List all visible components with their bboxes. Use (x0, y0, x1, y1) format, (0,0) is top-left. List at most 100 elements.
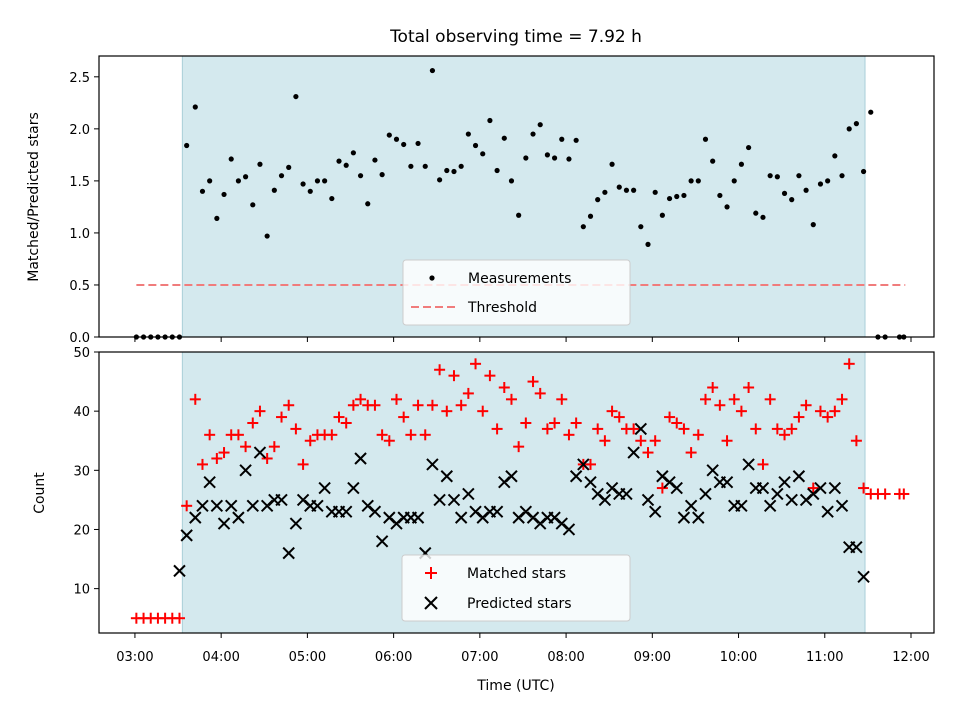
top-y-axis: 0.0 0.5 1.0 1.5 2.0 2.5 (69, 71, 99, 346)
x-axis-label: Time (UTC) (476, 678, 554, 694)
measurement-point (451, 168, 457, 175)
predicted-star-point (735, 499, 748, 513)
measurement-point (817, 181, 824, 187)
matched-star-point (283, 399, 295, 411)
predicted-star-point (792, 470, 806, 483)
measurement-point (623, 187, 630, 193)
measurement-point (839, 173, 845, 179)
top-y-tick-label: 1.0 (69, 227, 90, 242)
predicted-star-point (440, 470, 454, 483)
bottom-y-tick-label: 20 (73, 523, 90, 538)
bottom-plot-frame (98, 351, 935, 634)
matched-star-point (434, 364, 446, 376)
matched-star-point (491, 423, 503, 435)
predicted-star-point (706, 464, 719, 477)
bottom-y-axis-label: Count (32, 472, 48, 514)
x-tick-label: 11:00 (806, 650, 843, 665)
matched-star-point (664, 411, 676, 423)
measurement-point (422, 163, 428, 169)
matched-star-point (455, 399, 467, 411)
matched-star-point (541, 423, 553, 435)
predicted-star-point (835, 499, 849, 513)
measurement-point (350, 150, 356, 156)
predicted-star-point (368, 505, 382, 518)
measurement-point (810, 222, 816, 228)
matched-star-point (297, 458, 309, 470)
measurement-point (372, 157, 378, 163)
bottom-legend-box (401, 554, 631, 622)
measurement-point (523, 155, 529, 161)
predicted-star-point (785, 493, 798, 507)
measurement-point (796, 173, 802, 179)
matched-star-point (196, 458, 208, 470)
matched-star-point (383, 435, 395, 447)
matched-star-point (326, 429, 338, 441)
measurement-point (250, 202, 256, 208)
measurement-point (508, 178, 515, 184)
predicted-star-point (720, 475, 734, 489)
matched-star-point (606, 405, 618, 417)
measurement-point (544, 152, 550, 158)
predicted-star-point (318, 481, 331, 495)
bottom-y-tick-label: 50 (73, 346, 90, 361)
matched-star-point (505, 393, 517, 405)
measurement-point (329, 195, 335, 202)
predicted-star-point (742, 458, 755, 471)
predicted-star-point (347, 481, 360, 495)
bottom-y-tick-label: 40 (73, 405, 90, 420)
x-tick-label: 04:00 (202, 650, 239, 665)
x-tick-label: 03:00 (116, 650, 153, 665)
predicted-star-point (562, 523, 576, 536)
measurement-point (472, 142, 479, 149)
measurement-point (184, 142, 190, 149)
measurement-point (307, 188, 313, 194)
measurement-point (444, 167, 450, 174)
matched-star-point (699, 393, 711, 405)
predicted-star-point (778, 475, 791, 489)
matched-star-point (462, 387, 474, 399)
matched-star-point (340, 417, 352, 429)
matched-star-point (534, 387, 546, 399)
legend-marker-measurements (429, 275, 435, 281)
measurement-point (753, 210, 759, 216)
measurement-point (738, 161, 745, 167)
matched-star-point (261, 452, 273, 464)
predicted-star-point (289, 517, 303, 530)
measurement-point (199, 188, 206, 194)
measurement-point (278, 173, 285, 179)
matched-star-point (441, 405, 453, 417)
matched-star-point (685, 447, 697, 459)
matched-star-point (419, 429, 431, 441)
matched-star-point (779, 429, 791, 441)
measurement-point (846, 126, 852, 132)
predicted-star-point (426, 458, 439, 471)
matched-star-point (498, 381, 510, 393)
predicted-star-point (282, 546, 295, 560)
matched-star-point (735, 405, 747, 417)
matched-star-point (656, 482, 668, 494)
measurement-point (688, 178, 694, 184)
predicted-star-point (814, 481, 827, 495)
measurement-point (659, 212, 665, 218)
matched-star-point (376, 429, 388, 441)
measurement-point (516, 212, 522, 218)
predicted-star-point (505, 470, 518, 483)
predicted-star-point (684, 499, 698, 513)
bottom-y-axis: 10 20 30 40 50 (73, 346, 99, 598)
predicted-star-point (857, 570, 870, 584)
matched-star-point (678, 423, 690, 435)
measurement-point (530, 131, 536, 137)
matched-star-point (843, 358, 855, 370)
predicted-star-point (577, 458, 590, 471)
matched-star-point (786, 423, 798, 435)
matched-star-point (527, 376, 539, 388)
top-panel: Total observing time = 7.92 h 0.0 0.5 1.0 1… (26, 27, 935, 346)
measurement-point (609, 161, 615, 167)
measurement-point (602, 189, 608, 195)
matched-star-point (347, 399, 359, 411)
bottom-panel: 10 20 30 40 50 03:00 04:00 05:00 06:00 07:00 08:0… (32, 346, 935, 694)
measurement-point (595, 197, 601, 203)
matched-star-point (570, 417, 582, 429)
matched-star-point (714, 399, 726, 411)
measurement-point (343, 162, 349, 168)
